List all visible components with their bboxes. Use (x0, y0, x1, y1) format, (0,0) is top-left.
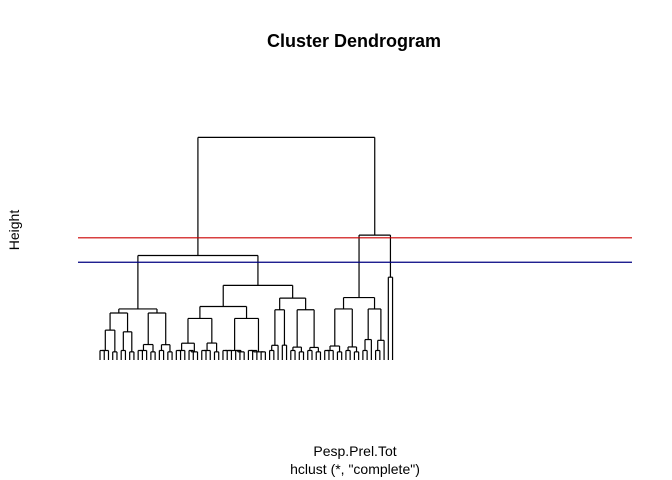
x-axis-label: Pesp.Prel.Tot (313, 443, 396, 459)
cut-lines (78, 237, 632, 263)
y-axis-label: Height (6, 210, 22, 251)
chart-title: Cluster Dendrogram (267, 31, 441, 51)
dendrogram-tree (99, 136, 394, 360)
chart-subtitle: hclust (*, "complete") (290, 461, 420, 477)
